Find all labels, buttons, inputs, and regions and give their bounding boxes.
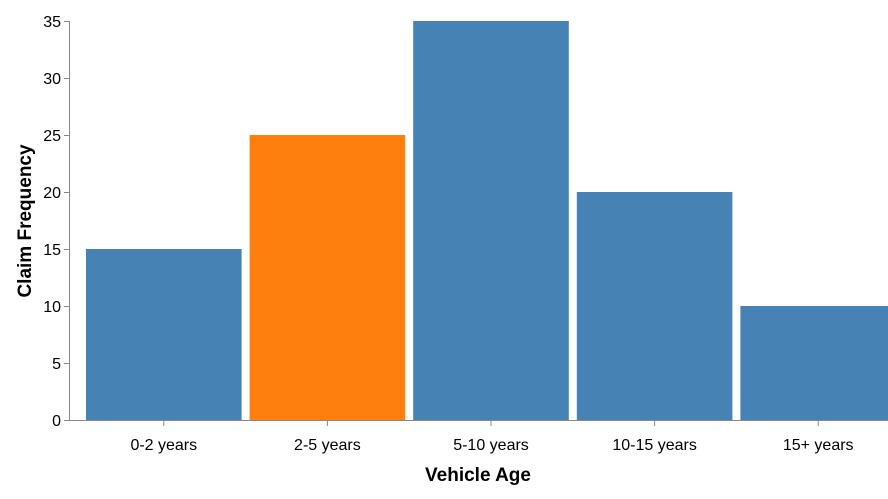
x-axis: 0-2 years 2-5 years 5-10 years 10-15 years 1… — [69, 420, 888, 454]
x-tick-label: 10-15 years — [612, 437, 697, 454]
y-tick-label: 25 — [43, 128, 61, 145]
y-tick-label: 30 — [43, 71, 61, 88]
y-axis: 0 5 10 15 20 25 30 35 — [43, 14, 70, 430]
bar-10-15-years — [576, 192, 733, 420]
bar-2-5-years — [249, 135, 406, 420]
bar-0-2-years — [86, 249, 242, 420]
bar-15-years — [740, 306, 888, 420]
y-tick-label: 35 — [43, 14, 61, 31]
bars-layer — [86, 21, 888, 420]
y-tick-label: 5 — [52, 356, 61, 373]
x-tick-label: 2-5 years — [294, 437, 361, 454]
x-tick-label: 5-10 years — [453, 437, 529, 454]
y-axis-title: Claim Frequency — [15, 144, 36, 298]
y-tick-label: 0 — [52, 413, 61, 430]
y-tick-label: 15 — [43, 242, 61, 259]
x-tick-label: 15+ years — [783, 437, 854, 454]
y-tick-label: 10 — [43, 299, 61, 316]
x-tick-label: 0-2 years — [130, 437, 197, 454]
y-tick-label: 20 — [43, 185, 61, 202]
x-axis-title: Vehicle Age — [425, 465, 531, 486]
bar-5-10-years — [413, 21, 569, 420]
